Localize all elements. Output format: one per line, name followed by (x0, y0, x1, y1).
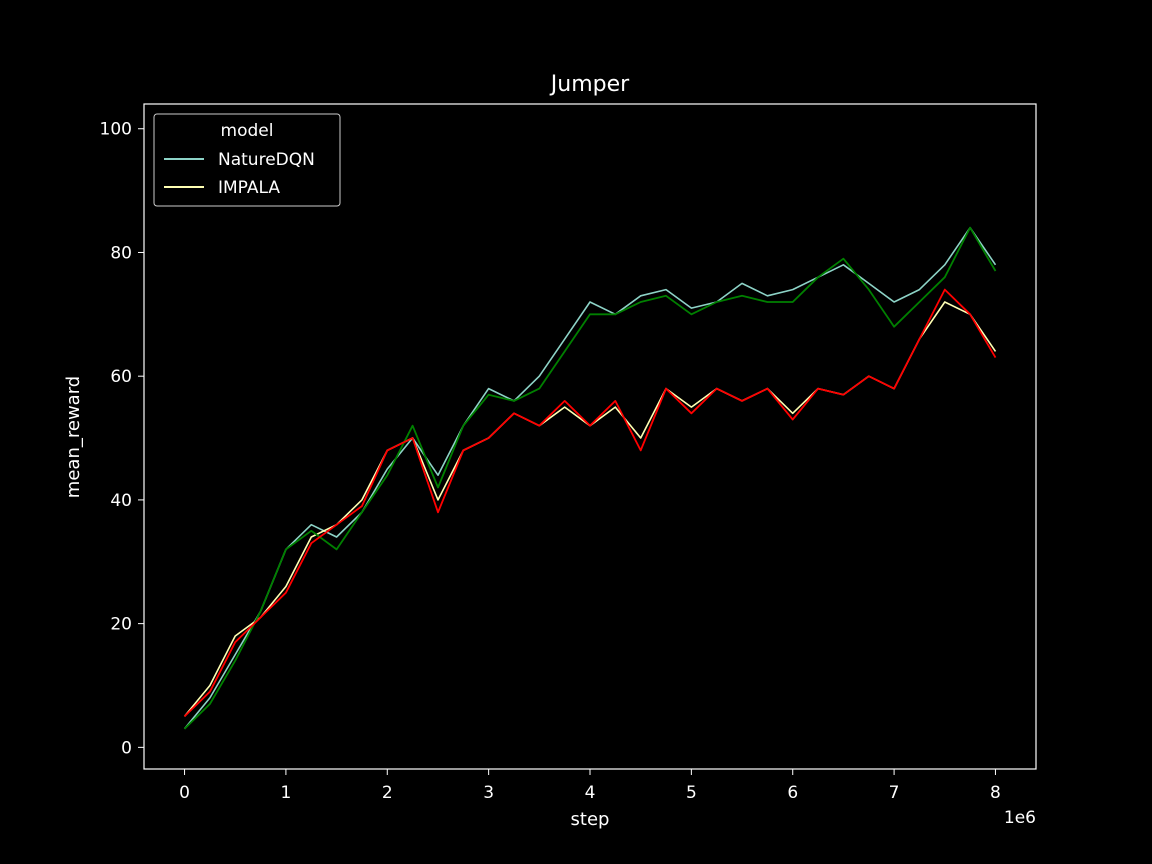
y-tick-label: 0 (121, 738, 132, 758)
x-tick-label: 6 (787, 783, 798, 803)
x-offset-label: 1e6 (1004, 808, 1036, 828)
legend-box (153, 113, 341, 207)
legend-label-naturedqn: NatureDQN (218, 150, 315, 170)
x-tick-label: 3 (483, 783, 494, 803)
x-tick-label: 0 (179, 783, 190, 803)
x-tick-label: 7 (889, 783, 900, 803)
legend: model NatureDQN IMPALA (153, 113, 341, 207)
y-tick-label: 100 (100, 120, 132, 140)
x-tick-label: 8 (990, 783, 1001, 803)
y-axis-label: mean_reward (63, 376, 84, 498)
legend-label-impala: IMPALA (218, 178, 280, 198)
x-axis-label: step (571, 809, 610, 830)
series-line-naturedqn (183, 226, 997, 730)
series-line-unnamed-3 (183, 288, 997, 718)
y-tick-label: 20 (110, 615, 132, 635)
x-tick-label: 1 (280, 783, 291, 803)
y-tick-label: 40 (110, 491, 132, 511)
legend-title: model (221, 121, 274, 141)
series-layer (183, 226, 997, 730)
x-tick-label: 2 (382, 783, 393, 803)
x-tick-label: 5 (686, 783, 697, 803)
y-tick-label: 80 (110, 243, 132, 263)
x-tick-label: 4 (585, 783, 596, 803)
chart-title: Jumper (549, 72, 630, 97)
y-tick-label: 60 (110, 367, 132, 387)
